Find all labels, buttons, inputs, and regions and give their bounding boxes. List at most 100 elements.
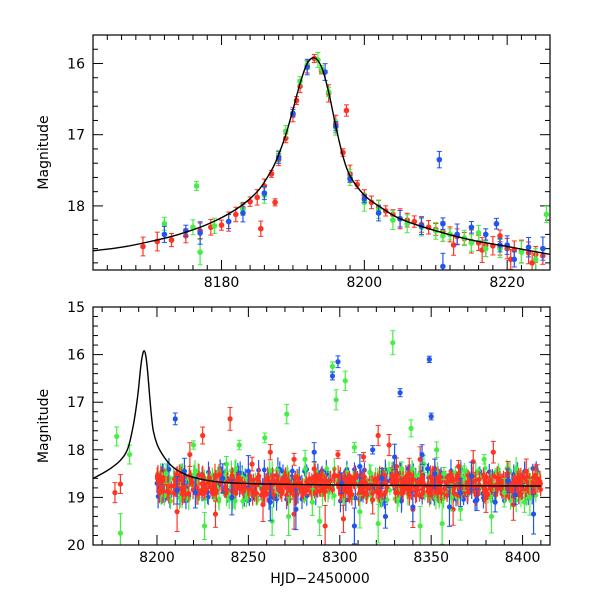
- data-point: [426, 356, 432, 362]
- data-point: [386, 442, 392, 448]
- x-tick-label: 8250: [231, 550, 267, 566]
- data-point: [330, 487, 335, 493]
- data-point: [493, 220, 500, 227]
- data-point: [260, 501, 266, 508]
- data-point: [335, 451, 341, 458]
- data-point: [117, 530, 124, 536]
- data-point: [420, 491, 426, 497]
- data-point: [224, 471, 230, 477]
- x-axis-title: HJD−2450000: [270, 571, 370, 587]
- data-point: [333, 397, 339, 403]
- data-point: [351, 523, 358, 529]
- data-point: [251, 477, 256, 483]
- data-point: [468, 224, 475, 231]
- data-point: [212, 473, 218, 478]
- data-point: [126, 451, 133, 458]
- data-point: [209, 491, 215, 496]
- data-point: [232, 498, 238, 504]
- data-point: [363, 490, 369, 496]
- data-point: [304, 487, 310, 493]
- data-point: [236, 442, 242, 448]
- data-point: [540, 245, 546, 252]
- model-curve: [93, 350, 541, 487]
- data-point: [529, 260, 535, 266]
- data-point: [236, 475, 242, 481]
- y-tick-label: 15: [67, 300, 85, 316]
- data-point: [140, 243, 146, 250]
- data-point: [240, 498, 246, 504]
- data-point: [491, 473, 497, 479]
- data-point: [309, 490, 314, 495]
- data-point: [317, 518, 323, 524]
- data-point: [505, 478, 511, 484]
- data-point: [342, 378, 348, 384]
- data-point: [518, 249, 525, 255]
- red-series: [140, 53, 546, 270]
- data-point: [518, 472, 524, 478]
- data-point: [211, 223, 218, 229]
- data-point: [449, 482, 455, 488]
- data-point: [258, 225, 264, 232]
- data-point: [249, 461, 255, 467]
- data-point: [205, 494, 211, 500]
- data-point: [227, 416, 233, 422]
- data-point: [441, 471, 447, 477]
- data-point: [440, 263, 446, 270]
- data-point: [223, 461, 230, 467]
- data-point: [193, 484, 199, 490]
- data-point: [432, 471, 438, 477]
- data-point: [442, 486, 447, 492]
- data-point: [262, 435, 268, 441]
- data-point: [492, 499, 498, 505]
- data-point: [481, 456, 487, 462]
- data-point: [523, 468, 529, 474]
- data-point: [331, 474, 337, 479]
- data-point: [519, 488, 525, 494]
- data-point: [199, 481, 205, 487]
- data-point: [474, 497, 480, 503]
- data-point: [197, 249, 203, 255]
- data-point: [457, 506, 464, 512]
- data-point: [304, 479, 309, 485]
- data-point: [497, 233, 503, 239]
- data-point: [311, 449, 317, 455]
- data-point: [468, 473, 474, 479]
- data-point: [425, 466, 430, 472]
- y-tick-label: 17: [67, 128, 85, 144]
- data-point: [488, 513, 495, 520]
- data-point: [375, 210, 382, 216]
- data-point: [454, 473, 460, 478]
- data-point: [476, 468, 481, 474]
- data-point: [261, 467, 267, 473]
- data-point: [322, 523, 328, 529]
- data-point: [202, 485, 208, 490]
- data-point: [201, 523, 208, 529]
- y-tick-label: 16: [67, 56, 85, 72]
- data-point: [409, 476, 415, 482]
- data-point: [206, 469, 211, 475]
- y-tick-label: 17: [67, 395, 85, 411]
- data-point: [376, 491, 382, 497]
- data-point: [360, 454, 367, 460]
- data-point: [187, 451, 193, 458]
- data-point: [482, 231, 489, 238]
- data-point: [406, 471, 412, 477]
- data-point: [255, 497, 260, 503]
- y-tick-label: 18: [67, 443, 85, 459]
- x-tick-label: 8220: [489, 275, 525, 291]
- data-point: [283, 476, 289, 482]
- data-point: [461, 475, 467, 481]
- data-point: [390, 340, 396, 346]
- data-point: [200, 472, 206, 478]
- data-point: [400, 479, 406, 485]
- green-series: [161, 51, 550, 270]
- data-point: [534, 475, 540, 481]
- data-point: [160, 488, 166, 494]
- data-point: [483, 494, 489, 500]
- y-tick-label: 18: [67, 199, 85, 215]
- data-point: [368, 471, 374, 477]
- data-point: [482, 245, 489, 252]
- data-point: [436, 156, 443, 163]
- data-point: [255, 475, 260, 481]
- blue-series: [172, 355, 537, 545]
